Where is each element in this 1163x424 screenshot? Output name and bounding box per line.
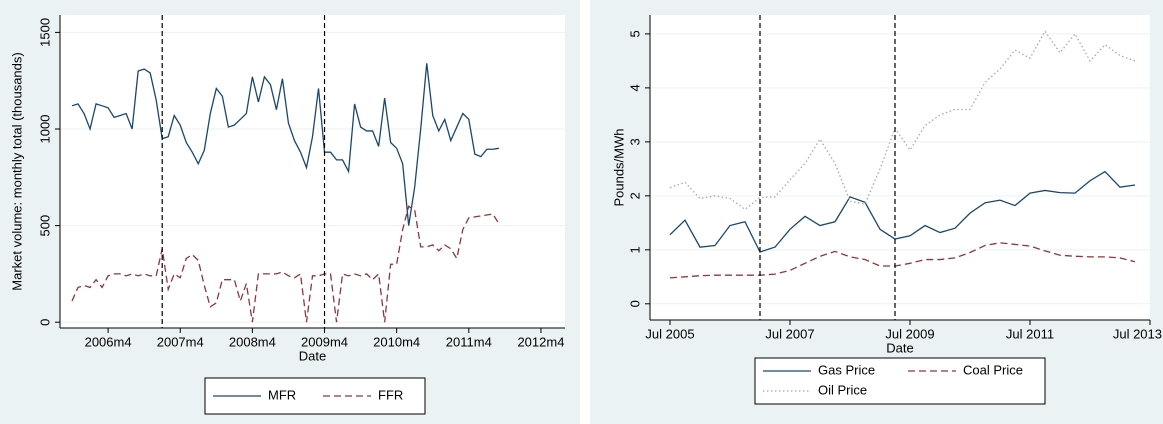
series-line	[71, 63, 499, 226]
y-tick-label: 5	[627, 30, 642, 37]
x-axis-title: Date	[886, 340, 913, 355]
x-tick-label: 2009m4	[301, 334, 348, 349]
x-tick-label: Jul 2013	[1113, 326, 1162, 341]
x-axis-title: Date	[299, 348, 326, 363]
x-tick-label: 2006m4	[85, 334, 132, 349]
x-tick-label: 2008m4	[229, 334, 276, 349]
legend-label: Gas Price	[818, 362, 875, 377]
x-tick-label: 2010m4	[373, 334, 420, 349]
legend-label: MFR	[268, 387, 296, 402]
y-tick-label: 3	[627, 138, 642, 145]
x-tick-label: Jul 2011	[1006, 326, 1054, 341]
y-axis-title: Market volume: monthly total (thousands)	[9, 52, 24, 290]
x-tick-label: Jul 2009	[885, 326, 934, 341]
y-tick-label: 1000	[37, 115, 52, 144]
y-tick-label: 1	[627, 246, 642, 253]
y-tick-label: 500	[37, 215, 52, 237]
legend-label: FFR	[378, 387, 403, 402]
legend-box	[754, 357, 1046, 405]
series-line	[71, 205, 500, 323]
series-line	[669, 242, 1136, 279]
legend-label: Oil Price	[818, 382, 867, 397]
legend-label: Coal Price	[963, 362, 1023, 377]
x-tick-label: 2007m4	[157, 334, 204, 349]
series-line	[669, 170, 1136, 253]
x-tick-label: 2012m4	[517, 334, 564, 349]
x-tick-label: Jul 2005	[645, 326, 694, 341]
y-tick-label: 2	[627, 192, 642, 199]
y-tick-label: 0	[627, 300, 642, 307]
y-tick-label: 0	[37, 319, 52, 326]
x-tick-label: 2011m4	[446, 334, 492, 349]
plot-area	[650, 15, 1150, 320]
y-tick-label: 1500	[37, 18, 52, 47]
x-tick-label: Jul 2007	[765, 326, 814, 341]
y-axis-title: Pounds/MWh	[611, 128, 626, 206]
y-tick-label: 4	[627, 84, 642, 91]
plot-area	[60, 15, 565, 328]
